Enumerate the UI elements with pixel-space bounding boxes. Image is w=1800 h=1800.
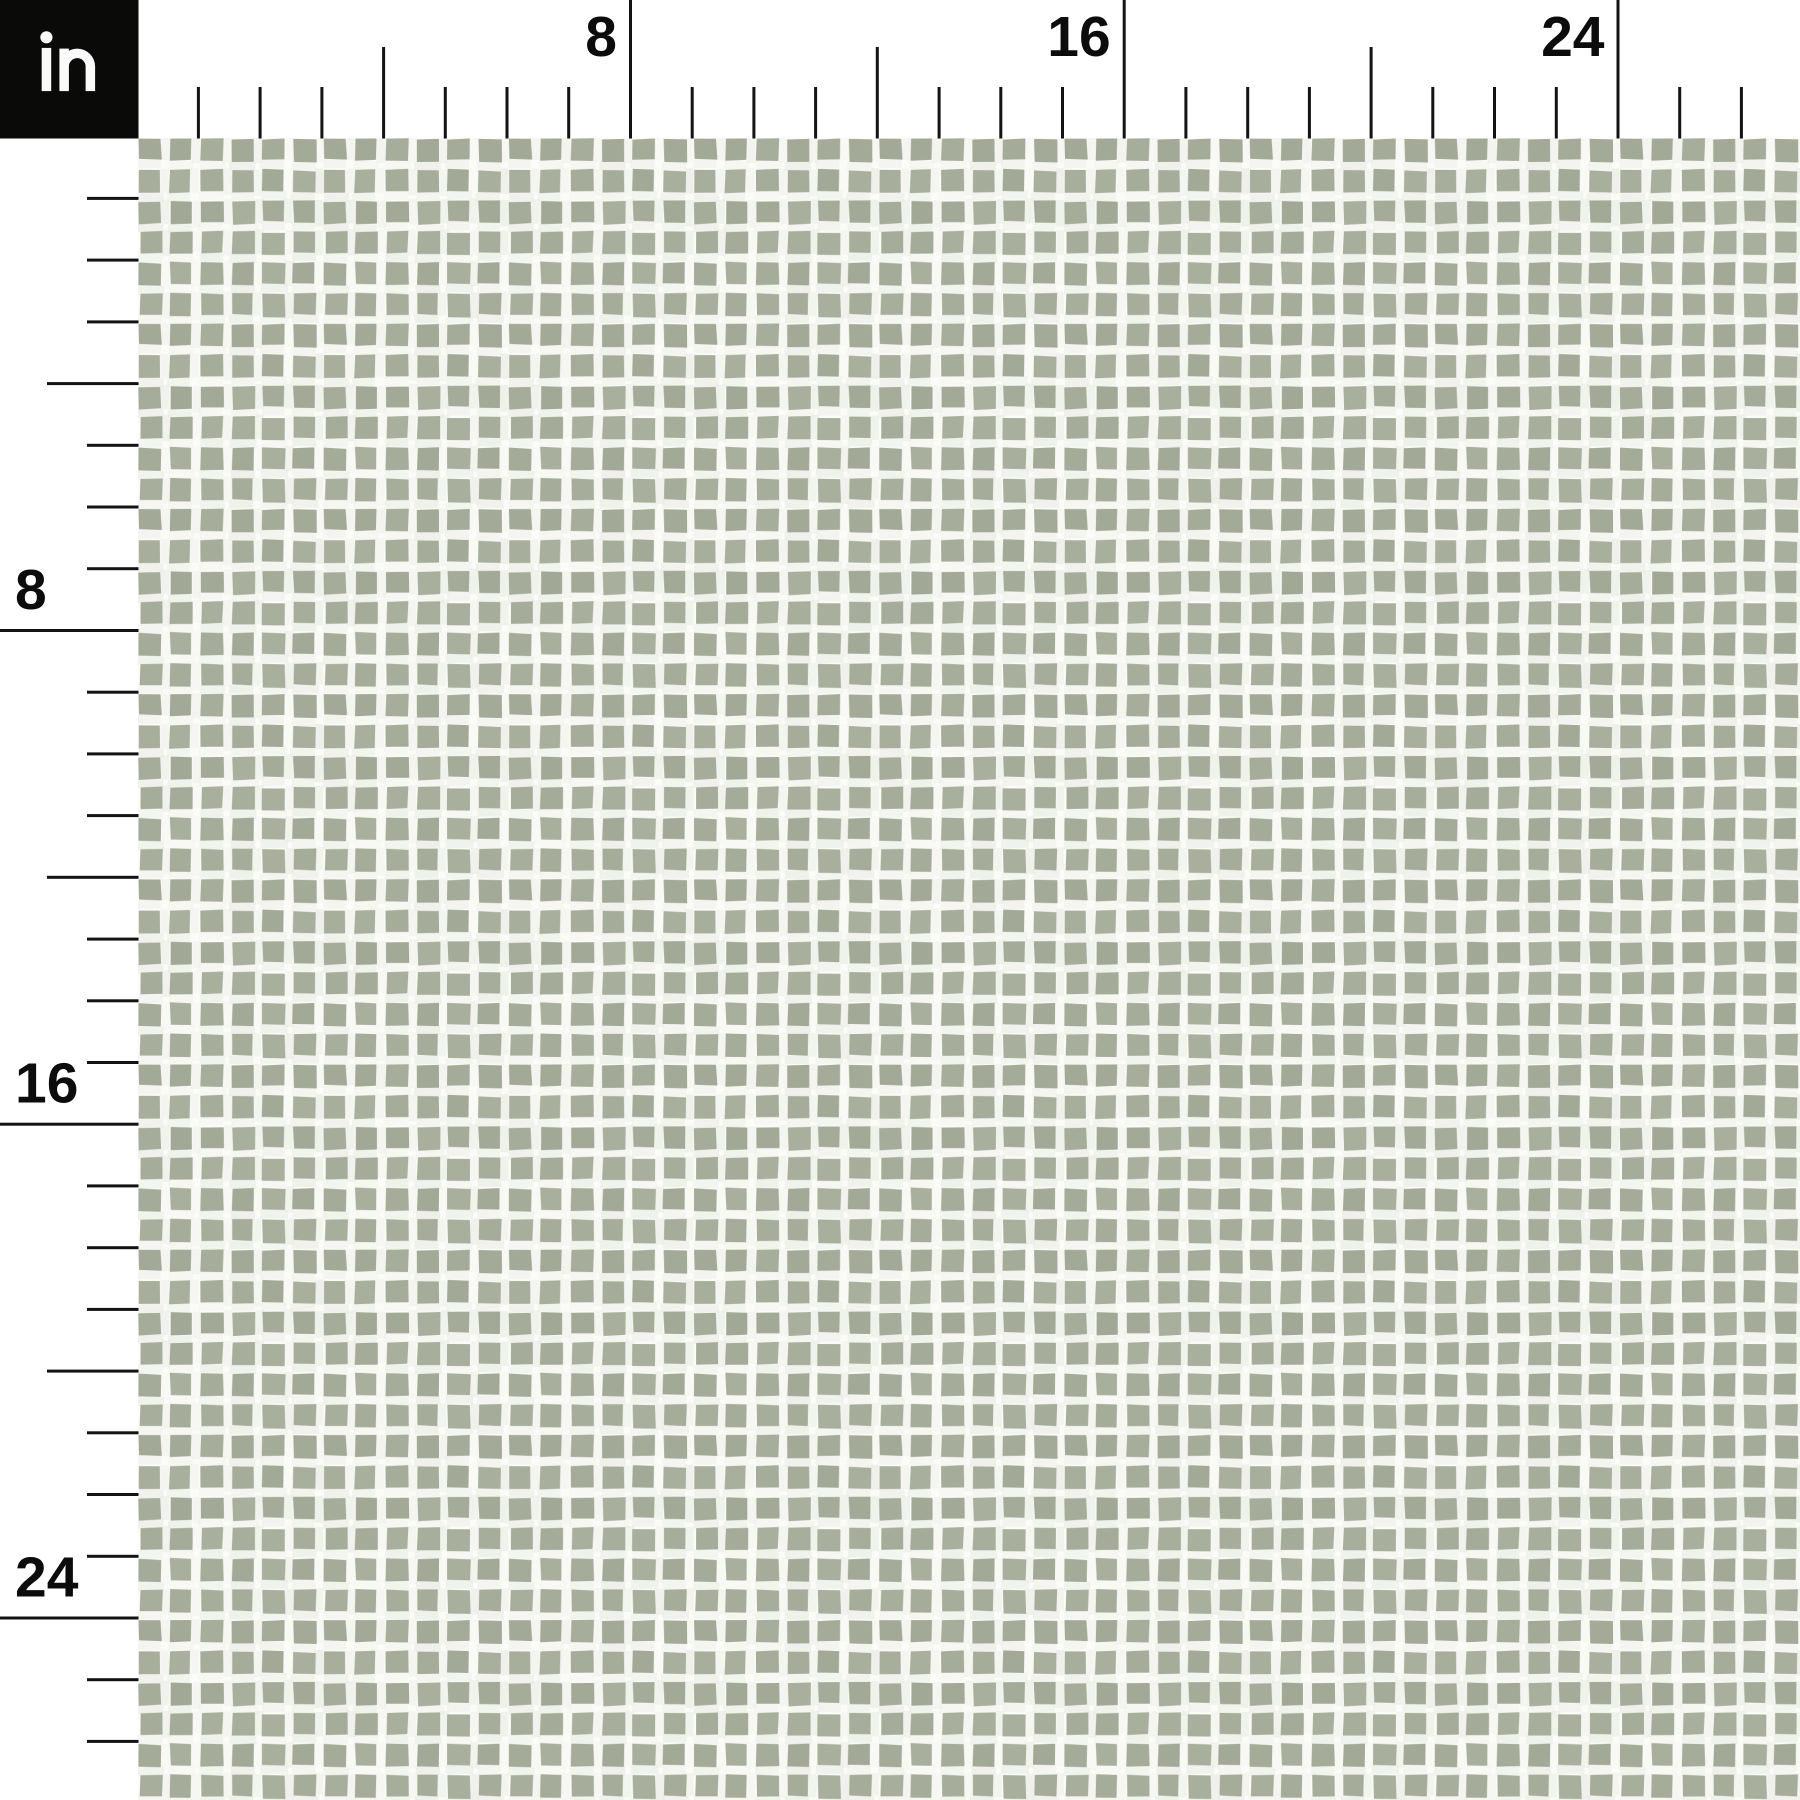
svg-text:16: 16 (15, 1052, 78, 1116)
svg-text:8: 8 (585, 5, 617, 69)
svg-text:24: 24 (15, 1546, 79, 1610)
svg-text:24: 24 (1541, 5, 1605, 69)
svg-text:16: 16 (1047, 5, 1110, 69)
svg-text:8: 8 (15, 558, 47, 622)
